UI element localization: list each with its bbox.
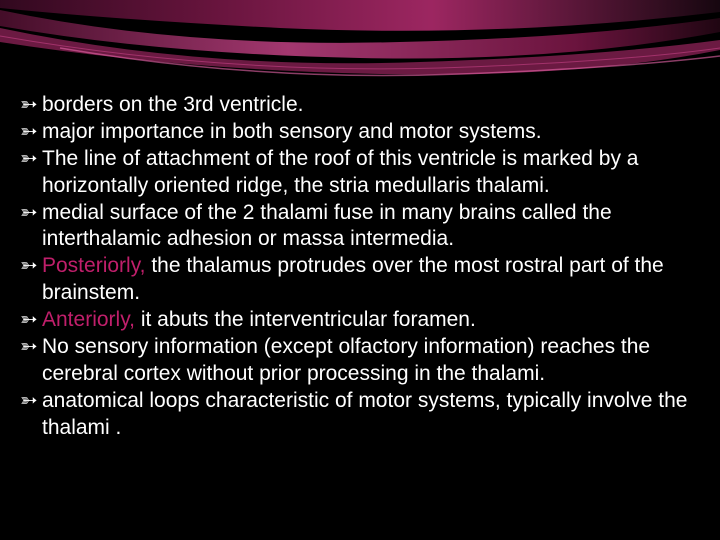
bullet-marker-icon: ➳ — [20, 119, 42, 146]
bullet-marker-icon: ➳ — [20, 146, 42, 200]
bullet-marker-icon: ➳ — [20, 200, 42, 254]
bullet-item: ➳ No sensory information (except olfacto… — [20, 334, 700, 388]
bullet-marker-icon: ➳ — [20, 307, 42, 334]
bullet-text: anatomical loops characteristic of motor… — [42, 388, 700, 442]
bullet-marker-icon: ➳ — [20, 253, 42, 307]
bullet-text: borders on the 3rd ventricle. — [42, 92, 700, 119]
bullet-text: No sensory information (except olfactory… — [42, 334, 700, 388]
bullet-marker-icon: ➳ — [20, 388, 42, 442]
bullet-text: Anteriorly, it abuts the interventricula… — [42, 307, 700, 334]
bullet-marker-icon: ➳ — [20, 334, 42, 388]
bullet-item: ➳ The line of attachment of the roof of … — [20, 146, 700, 200]
bullet-item: ➳ medial surface of the 2 thalami fuse i… — [20, 200, 700, 254]
bullet-item: ➳ Anteriorly, it abuts the interventricu… — [20, 307, 700, 334]
bullet-item: ➳ major importance in both sensory and m… — [20, 119, 700, 146]
bullet-item: ➳ borders on the 3rd ventricle. — [20, 92, 700, 119]
bullet-text: The line of attachment of the roof of th… — [42, 146, 700, 200]
bullet-item: ➳ anatomical loops characteristic of mot… — [20, 388, 700, 442]
slide-content: ➳ borders on the 3rd ventricle. ➳ major … — [20, 92, 700, 441]
bullet-marker-icon: ➳ — [20, 92, 42, 119]
bullet-item: ➳ Posteriorly, the thalamus protrudes ov… — [20, 253, 700, 307]
slide-decoration — [0, 0, 720, 90]
bullet-text: major importance in both sensory and mot… — [42, 119, 700, 146]
bullet-text: medial surface of the 2 thalami fuse in … — [42, 200, 700, 254]
bullet-text: Posteriorly, the thalamus protrudes over… — [42, 253, 700, 307]
